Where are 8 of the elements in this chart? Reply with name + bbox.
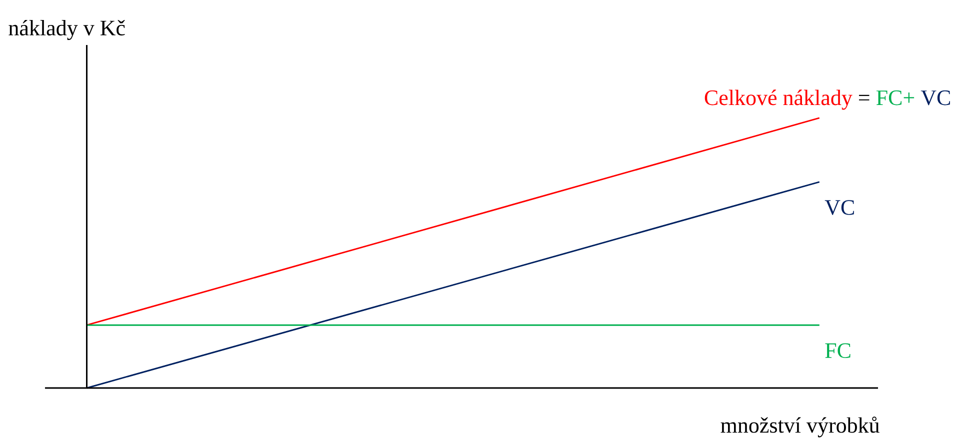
- text: =: [859, 94, 870, 100]
- series-label: FC: [825, 343, 850, 358]
- series-label: Celkové náklady: [704, 90, 852, 110]
- text: VC: [920, 90, 950, 106]
- x-axis-title: množství výrobků: [720, 416, 880, 438]
- series-label: VC: [824, 200, 854, 216]
- text: FC+: [876, 90, 914, 106]
- y-axis-title: náklady v Kč: [8, 20, 125, 40]
